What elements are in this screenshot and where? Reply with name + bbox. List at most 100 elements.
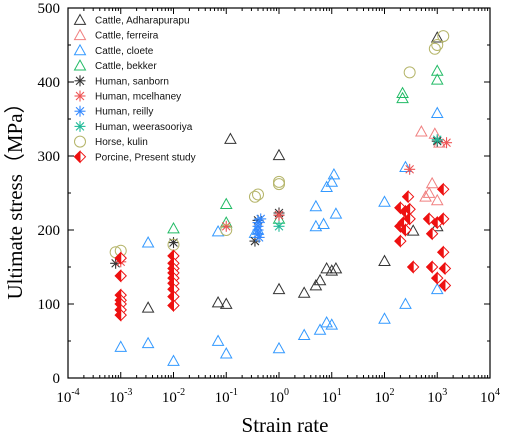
y-tick-label: 500 (38, 1, 61, 17)
data-point (403, 66, 416, 79)
legend-label: Human, reilly (95, 107, 153, 118)
data-point (425, 260, 439, 274)
data-point (114, 251, 127, 265)
data-point (273, 209, 285, 221)
series-cattle-cloete (114, 106, 444, 366)
x-axis-title: Strain rate (242, 413, 329, 437)
legend-label: Human, mcelhaney (95, 92, 181, 103)
data-point (401, 189, 415, 204)
data-point (320, 261, 333, 274)
data-point (219, 297, 233, 309)
data-point (406, 260, 420, 274)
data-point (396, 86, 409, 98)
series-human-mcelhaney (115, 137, 453, 268)
x-tick-label: 10-4 (56, 387, 79, 406)
legend-item: Cattle, cloete (73, 43, 154, 57)
legend-marker (74, 105, 86, 117)
data-point (272, 282, 286, 295)
legend-label: Cattle, ferreira (95, 31, 159, 42)
data-point (317, 217, 330, 229)
data-point (313, 273, 327, 286)
data-point (309, 199, 323, 212)
x-tick-label: 10-3 (109, 387, 132, 406)
data-point (211, 334, 225, 346)
x-tick-label: 10-2 (162, 387, 185, 406)
legend-marker (74, 75, 86, 87)
legend-label: Porcine, Present study (95, 152, 196, 163)
legend-label: Human, weerasooriya (95, 122, 193, 133)
x-tick-label: 104 (480, 387, 500, 406)
data-point (273, 220, 285, 232)
legend-item: Porcine, Present study (73, 150, 196, 164)
data-point (431, 39, 444, 51)
data-point (403, 202, 416, 216)
legend-marker (73, 150, 87, 164)
legend-item: Horse, kulin (74, 135, 148, 148)
data-point (437, 30, 450, 43)
data-point (431, 134, 443, 146)
data-point (437, 182, 450, 197)
series-horse-kulin (109, 30, 450, 259)
legend-item: Cattle, ferreira (73, 28, 159, 42)
data-point (430, 31, 444, 43)
data-point (327, 167, 341, 180)
series-human-reilly (252, 213, 267, 243)
legend-label: Cattle, bekker (95, 61, 157, 72)
legend-marker (74, 135, 86, 148)
series-human-weerasooriya (273, 134, 443, 232)
legend-item: Human, sanborn (74, 75, 169, 87)
data-point (224, 132, 237, 144)
data-point (167, 298, 180, 313)
legend-marker (73, 59, 87, 71)
x-tick-label: 100 (269, 387, 289, 406)
legend-label: Cattle, Adharapurapu (95, 16, 190, 27)
data-point (378, 254, 391, 266)
data-point (431, 271, 444, 285)
data-point (430, 106, 444, 118)
data-point (320, 315, 333, 328)
data-point (378, 195, 391, 207)
data-point (167, 221, 180, 234)
data-point (272, 341, 286, 354)
series-porcine-present-study (114, 182, 452, 322)
data-point (167, 249, 180, 263)
x-tick-label: 102 (375, 387, 395, 406)
legend-label: Cattle, cloete (95, 46, 154, 57)
data-point (252, 188, 265, 201)
data-point (430, 193, 444, 206)
data-point (425, 176, 439, 189)
data-point (325, 318, 339, 330)
data-point (399, 160, 412, 172)
data-point (415, 125, 428, 137)
data-point (396, 91, 409, 104)
x-tick-label: 101 (322, 387, 342, 406)
data-marks (109, 30, 453, 366)
legend-marker (73, 13, 87, 25)
series-cattle-adharapurapu (141, 31, 444, 313)
data-point (141, 301, 155, 313)
data-point (114, 308, 127, 322)
data-point (272, 148, 286, 161)
data-point (428, 42, 441, 55)
data-point (297, 286, 311, 298)
legend-marker (74, 120, 86, 132)
data-point (430, 73, 444, 85)
data-point (219, 347, 233, 359)
data-point (309, 219, 323, 232)
legend: Cattle, Adharapurapu Cattle, ferreira Catt… (73, 13, 196, 164)
data-point (438, 278, 452, 293)
data-point (438, 261, 452, 276)
data-point (220, 224, 233, 236)
data-point (403, 212, 416, 226)
data-point (219, 197, 233, 209)
data-point (114, 340, 128, 352)
data-point (404, 163, 416, 175)
legend-item: Human, mcelhaney (74, 90, 181, 103)
data-point (419, 190, 432, 202)
data-point (211, 295, 225, 308)
y-tick-label: 400 (38, 75, 61, 91)
data-point (168, 237, 179, 249)
data-point (399, 223, 412, 237)
data-point (394, 234, 407, 248)
